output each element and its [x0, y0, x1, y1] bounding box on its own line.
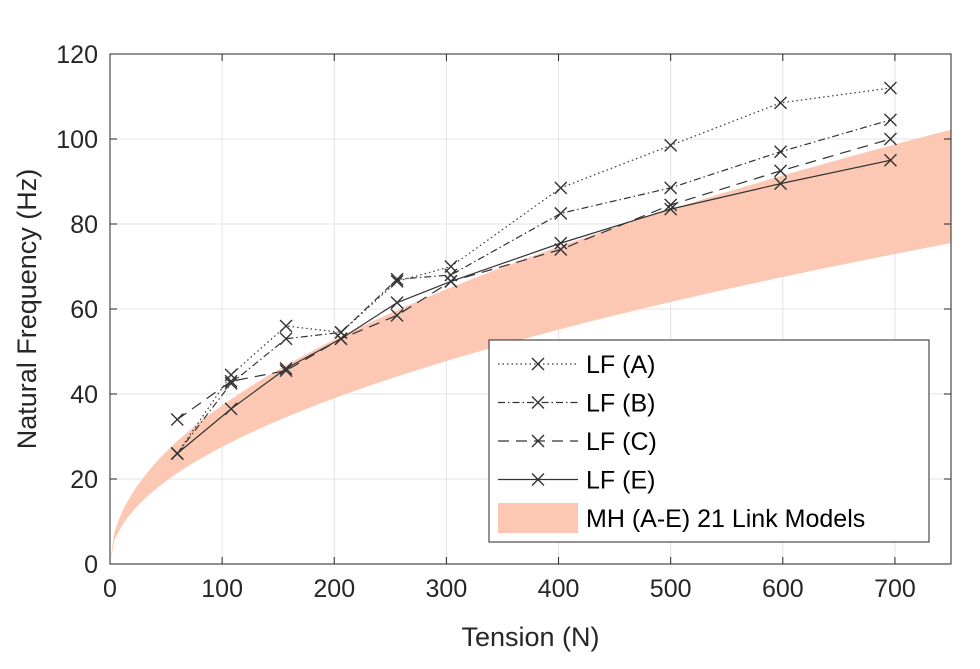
data-point-marker: [279, 319, 293, 333]
x-axis-title: Tension (N): [461, 622, 599, 652]
legend-label: LF (C): [586, 428, 657, 456]
data-point-marker: [390, 274, 404, 288]
data-point-marker: [554, 243, 568, 256]
y-tick-label: 60: [70, 296, 98, 324]
data-point-marker: [664, 198, 678, 212]
series-line: [176, 159, 891, 454]
legend: LF (A) LF (B) LF (C) LF (E) MH (A-E) 21 Link…: [488, 339, 930, 543]
data-point-marker: [883, 132, 897, 146]
x-tick-label: 0: [103, 575, 117, 603]
data-point-marker: [390, 308, 404, 322]
y-tick-label: 80: [70, 211, 98, 239]
data-point-marker: [390, 296, 404, 310]
legend-item: LF (B): [498, 390, 655, 418]
legend-label: MH (A-E) 21 Link Models: [586, 505, 865, 533]
series-line: [176, 138, 891, 420]
legend-marker: [531, 473, 545, 486]
y-tick-label: 120: [56, 41, 98, 69]
legend-marker: [531, 357, 545, 371]
x-tick-label: 500: [650, 575, 692, 603]
data-point-marker: [664, 181, 678, 195]
data-point-marker: [279, 332, 293, 346]
data-point-marker: [170, 413, 184, 426]
series-lf-e: [170, 153, 897, 460]
series-line: [176, 119, 891, 454]
legend-item: LF (A): [498, 351, 655, 379]
data-point-marker: [883, 113, 897, 127]
y-tick-label: 0: [84, 551, 98, 579]
legend-label: LF (B): [586, 390, 655, 418]
legend-item: LF (E): [498, 467, 655, 495]
data-point-marker: [224, 376, 238, 390]
data-point-marker: [554, 236, 568, 250]
data-point-marker: [279, 362, 293, 375]
data-point-marker: [774, 145, 788, 159]
tick-labels: 0 100 200 300 400 500 600 700 0 20 40 60 80 100 120: [56, 41, 916, 603]
data-point-marker: [170, 447, 184, 460]
x-tick-label: 200: [313, 575, 355, 603]
data-point-marker: [774, 177, 788, 191]
data-point-marker: [444, 274, 458, 288]
series-lf-b: [170, 113, 897, 460]
legend-label: LF (A): [586, 351, 655, 379]
data-point-marker: [883, 153, 897, 167]
x-tick-label: 300: [426, 575, 468, 603]
legend-band-swatch: [498, 503, 578, 533]
legend-item: MH (A-E) 21 Link Models: [498, 503, 865, 533]
axes: [109, 53, 952, 565]
frequency-band-area: [110, 129, 951, 564]
data-point-marker: [883, 81, 897, 95]
data-point-marker: [774, 96, 788, 110]
data-point-marker: [390, 272, 404, 286]
data-point-marker: [664, 138, 678, 152]
y-tick-label: 20: [70, 466, 98, 494]
legend-marker: [531, 434, 545, 448]
legend-marker: [531, 396, 545, 409]
data-point-marker: [224, 374, 238, 388]
x-tick-label: 700: [874, 575, 916, 603]
data-point-marker: [224, 402, 238, 416]
y-tick-label: 100: [56, 126, 98, 154]
data-point-marker: [774, 164, 788, 178]
legend-label: LF (E): [586, 467, 655, 495]
series-lines: [170, 81, 897, 460]
x-tick-label: 400: [538, 575, 580, 603]
data-point-marker: [334, 332, 348, 346]
data-point-marker: [444, 268, 458, 282]
x-tick-label: 100: [201, 575, 243, 603]
legend-item: LF (C): [498, 428, 657, 456]
y-tick-label: 40: [70, 381, 98, 409]
data-point-marker: [554, 206, 568, 220]
x-tick-label: 600: [762, 575, 804, 603]
data-point-marker: [664, 202, 678, 216]
frequency-band: [110, 129, 951, 564]
data-point-marker: [554, 181, 568, 195]
y-axis-title: Natural Frequency (Hz): [12, 169, 42, 450]
